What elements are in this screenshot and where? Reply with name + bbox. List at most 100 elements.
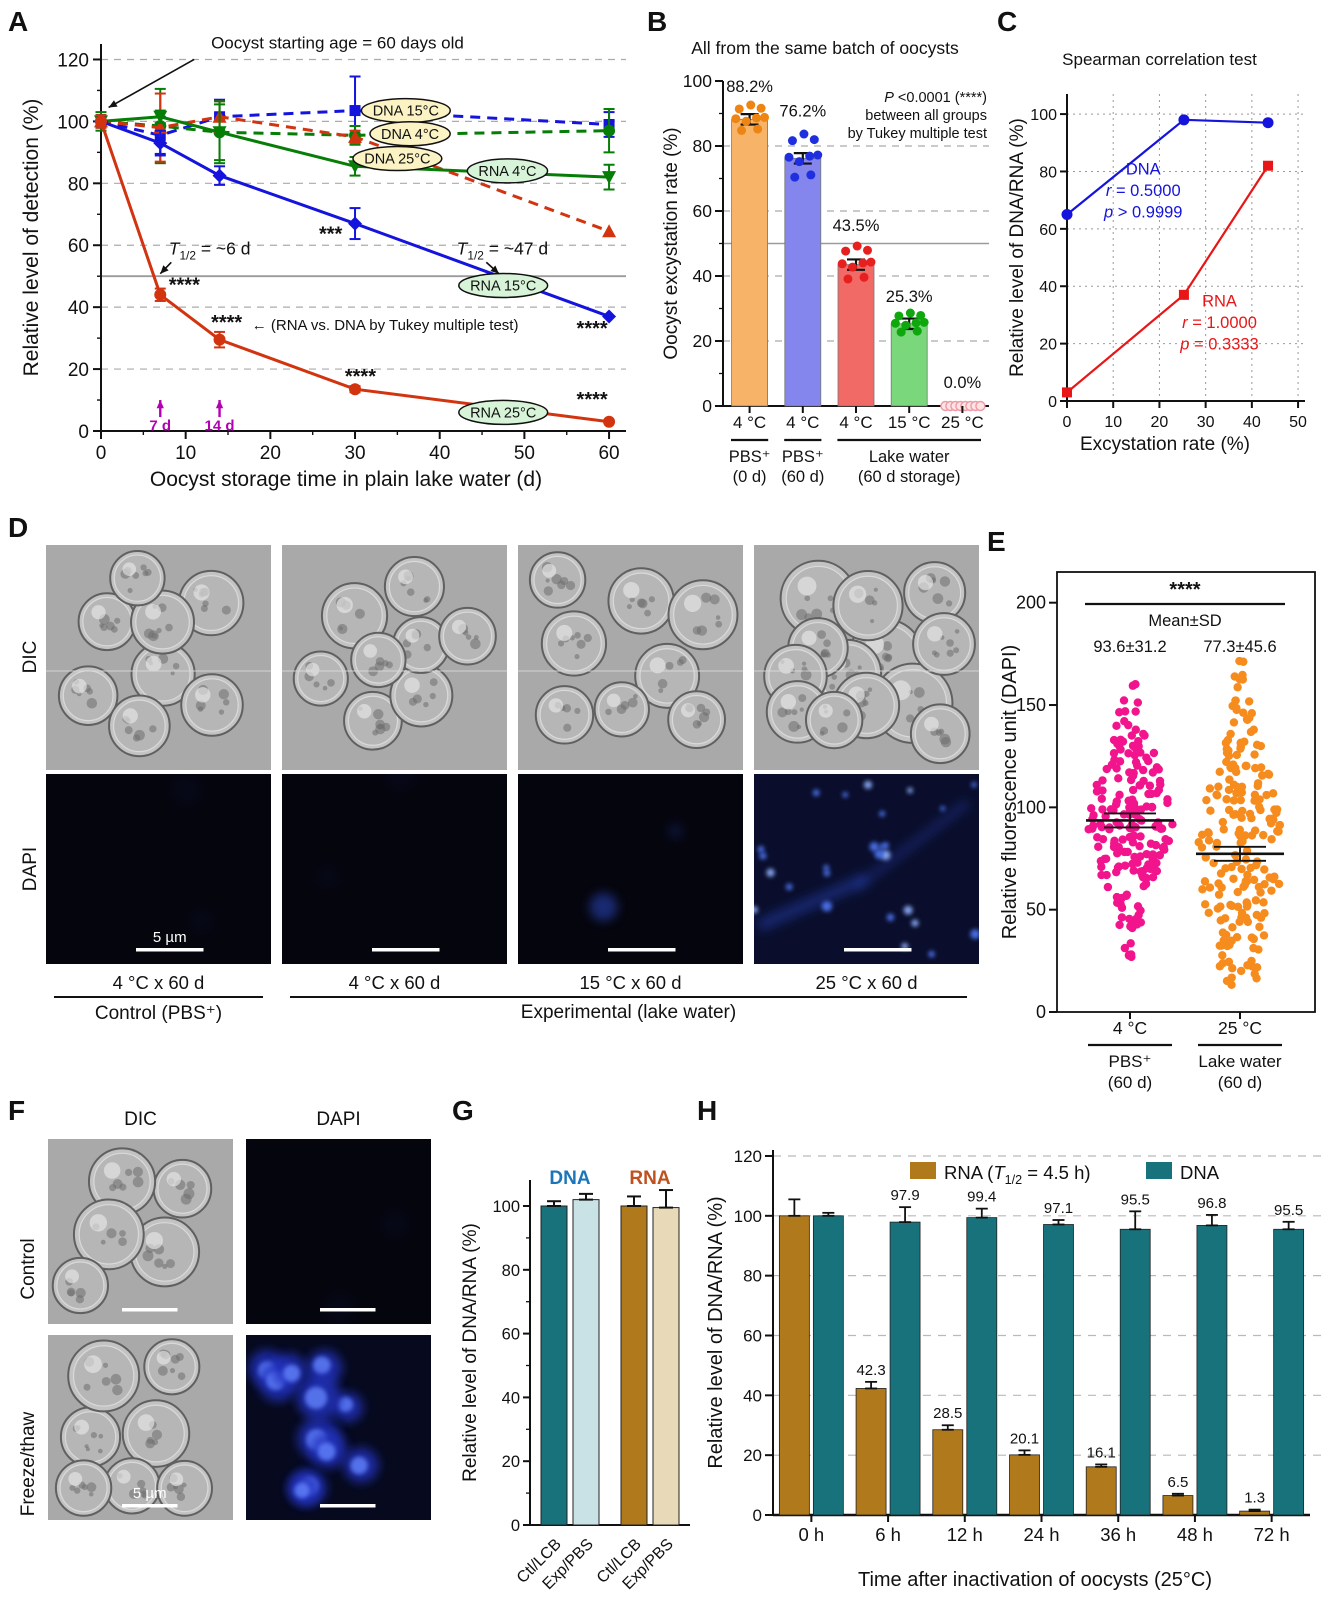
- swarm-dot: [1233, 887, 1242, 897]
- swarm-dot: [1232, 788, 1241, 798]
- svg-text:5 µm: 5 µm: [133, 1485, 167, 1502]
- micro-f-control-dapi: [246, 1139, 431, 1324]
- swarm-dot: [1239, 708, 1248, 717]
- data-dot: [741, 116, 751, 126]
- swarm-dot: [1250, 826, 1260, 835]
- swarm-dot: [1147, 789, 1156, 799]
- swarm-dot: [1124, 749, 1133, 758]
- swarm-dot: [1216, 869, 1226, 878]
- oocyst-cell: [343, 690, 403, 751]
- svg-text:DNA: DNA: [1180, 1162, 1220, 1183]
- swarm-dot: [1125, 832, 1134, 842]
- swarm-dot: [1138, 765, 1148, 775]
- panel-c-x-axis-label: Excystation rate (%): [1080, 434, 1250, 455]
- svg-text:60: 60: [693, 201, 713, 221]
- bar: [652, 1207, 680, 1526]
- svg-text:0: 0: [78, 422, 89, 443]
- data-dot: [863, 245, 872, 255]
- svg-text:P <0.0001 (****): P <0.0001 (****): [884, 90, 987, 106]
- swarm-dot: [1256, 913, 1266, 922]
- svg-text:24 h: 24 h: [1023, 1524, 1059, 1545]
- svg-text:60: 60: [598, 443, 619, 464]
- svg-text:0: 0: [702, 396, 712, 416]
- bar: [855, 1388, 887, 1516]
- data-dot: [734, 104, 744, 114]
- swarm-dot: [1254, 945, 1263, 954]
- swarm-dot: [1139, 776, 1148, 786]
- swarm-dot: [1244, 697, 1254, 706]
- panel-a-chart: 0 20 40 60 80 100 120 0 10 20 30 40 50 60 DNA 15°C DNA …: [57, 34, 626, 464]
- oocyst-cell: [832, 570, 904, 642]
- swarm-dot: [1229, 718, 1239, 727]
- data-dot: [799, 129, 809, 139]
- svg-text:15 °C: 15 °C: [888, 413, 931, 432]
- svg-text:100: 100: [492, 1198, 520, 1216]
- swarm-dot: [1233, 683, 1242, 692]
- panel-d-col-label-3: 15 °C x 60 d: [579, 972, 682, 993]
- bar: [1196, 1224, 1228, 1516]
- scale-bar: [320, 1504, 376, 1508]
- oocyst-cell: [87, 1147, 157, 1216]
- svg-text:60: 60: [743, 1326, 762, 1345]
- swarm-dot: [1259, 830, 1268, 840]
- swarm-dot: [1129, 866, 1138, 875]
- swarm-dot: [1225, 775, 1234, 784]
- data-dot: [790, 172, 800, 182]
- swarm-dot: [1267, 835, 1276, 844]
- svg-text:36 h: 36 h: [1100, 1524, 1136, 1545]
- oocyst-cell: [109, 549, 166, 607]
- swarm-dot: [1230, 672, 1239, 681]
- svg-text:DNA 25°C: DNA 25°C: [364, 152, 430, 168]
- panel-d-col-label-2: 4 °C x 60 d: [348, 972, 441, 993]
- svg-text:r = 1.0000: r = 1.0000: [1182, 314, 1257, 332]
- swarm-dot: [1227, 901, 1237, 911]
- panel-g-chart: 020406080100DNACtl/LCBExp/PBSRNACtl/LCBE…: [492, 1168, 690, 1593]
- swarm-dot: [1113, 898, 1122, 908]
- svg-text:0: 0: [511, 1517, 520, 1535]
- svg-text:40: 40: [1243, 414, 1261, 431]
- oocyst-cell: [121, 1399, 191, 1468]
- swarm-dot: [1254, 802, 1264, 812]
- swarm-dot: [1227, 980, 1236, 990]
- swarm-dot: [1125, 914, 1134, 924]
- svg-text:****: ****: [1169, 579, 1200, 601]
- swarm-dot: [1262, 790, 1271, 800]
- svg-text:10: 10: [175, 443, 196, 464]
- swarm-dot: [1109, 806, 1118, 815]
- svg-text:RNA: RNA: [629, 1168, 670, 1189]
- svg-text:40: 40: [502, 1389, 520, 1407]
- svg-text:30: 30: [1197, 414, 1215, 431]
- svg-text:25 °C: 25 °C: [941, 413, 984, 432]
- svg-text:Lake water: Lake water: [869, 448, 950, 466]
- swarm-dot: [1252, 974, 1261, 983]
- micro-d-dic-3: [518, 545, 743, 770]
- svg-text:16.1: 16.1: [1087, 1444, 1116, 1461]
- series-pill-label: DNA 4°C: [369, 121, 451, 147]
- data-dot: [911, 318, 921, 328]
- swarm-dot: [1235, 825, 1245, 835]
- micro-d-dic-2: [282, 545, 507, 770]
- svg-text:60: 60: [68, 236, 89, 257]
- swarm-dot: [1123, 847, 1132, 857]
- data-dot: [752, 113, 761, 123]
- swarm-dot: [1126, 939, 1135, 948]
- oocyst-cell: [152, 1158, 213, 1219]
- oocyst-cell: [178, 569, 245, 637]
- bar: [890, 323, 928, 407]
- swarm-dot: [1263, 769, 1273, 779]
- swarm-dot: [1237, 813, 1246, 823]
- bar: [778, 1215, 810, 1516]
- data-dot: [912, 326, 922, 336]
- swarm-dot: [1097, 870, 1106, 880]
- swarm-dot: [1241, 761, 1250, 771]
- svg-text:DNA: DNA: [549, 1168, 590, 1189]
- oocyst-cell: [129, 1216, 201, 1288]
- svg-text:200: 200: [1016, 593, 1046, 613]
- svg-text:6 h: 6 h: [875, 1524, 901, 1545]
- swarm-dot: [1092, 780, 1101, 790]
- oocyst-cell: [528, 551, 587, 609]
- svg-text:1.3: 1.3: [1244, 1490, 1265, 1507]
- svg-text:PBS⁺: PBS⁺: [782, 448, 824, 466]
- swarm-dot: [1168, 820, 1177, 829]
- swarm-dot: [1119, 696, 1129, 705]
